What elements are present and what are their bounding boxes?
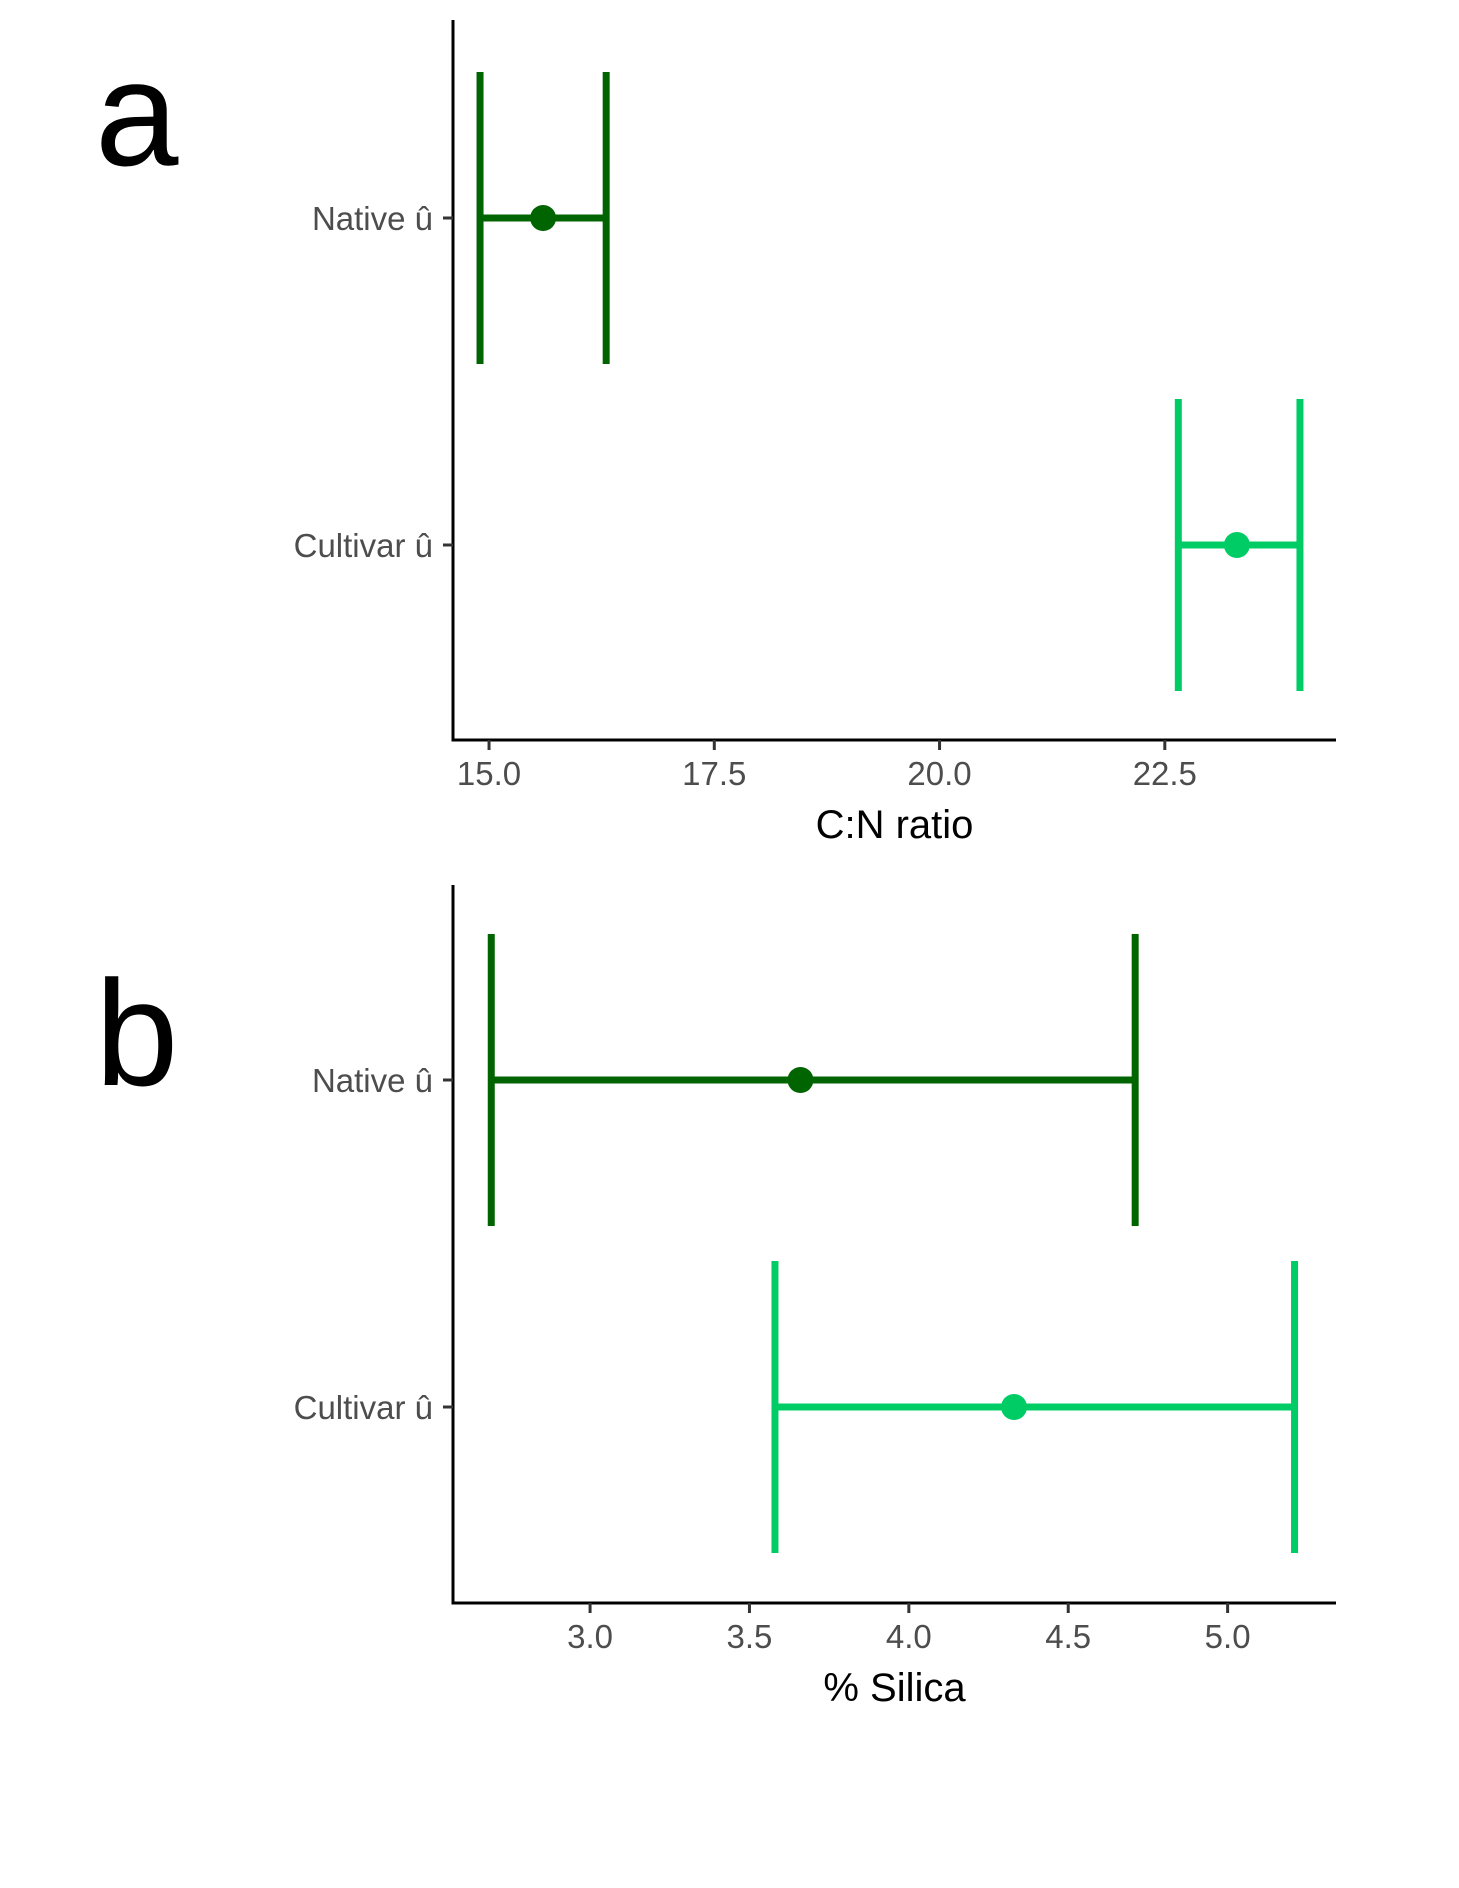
errorbar-native	[487, 934, 1139, 1226]
panel-letter: b	[95, 949, 178, 1117]
errorbar-cultivar	[771, 1261, 1299, 1553]
panel-a: a 15.0 17.5 20.0 22.5 C:N ratio Native û Cultiv…	[95, 20, 1336, 847]
errorbar-native	[476, 72, 610, 364]
mean-point	[787, 1067, 814, 1093]
x-tick-label: 5.0	[1205, 1618, 1251, 1655]
x-axis-title: C:N ratio	[816, 803, 974, 847]
panel-b: b 3.0 3.5 4.0 4.5 5.0 % Silica Native û Cultivar…	[95, 885, 1336, 1710]
y-tick-label: Native û	[312, 1062, 433, 1099]
x-tick-label: 15.0	[457, 755, 521, 792]
y-tick-label: Cultivar û	[294, 527, 433, 564]
x-axis-title: % Silica	[823, 1666, 966, 1710]
mean-point	[1001, 1394, 1028, 1420]
x-tick-label: 20.0	[907, 755, 971, 792]
x-tick-label: 4.0	[886, 1618, 932, 1655]
y-tick-label: Cultivar û	[294, 1389, 433, 1426]
mean-point	[1223, 532, 1250, 558]
panel-letter: a	[95, 29, 179, 197]
x-tick-label: 22.5	[1133, 755, 1197, 792]
errorbar-cultivar	[1174, 399, 1304, 691]
x-tick-label: 3.0	[567, 1618, 613, 1655]
x-tick-label: 3.5	[727, 1618, 773, 1655]
mean-point	[530, 205, 557, 231]
x-tick-label: 4.5	[1045, 1618, 1091, 1655]
x-tick-label: 17.5	[682, 755, 746, 792]
y-tick-label: Native û	[312, 200, 433, 237]
